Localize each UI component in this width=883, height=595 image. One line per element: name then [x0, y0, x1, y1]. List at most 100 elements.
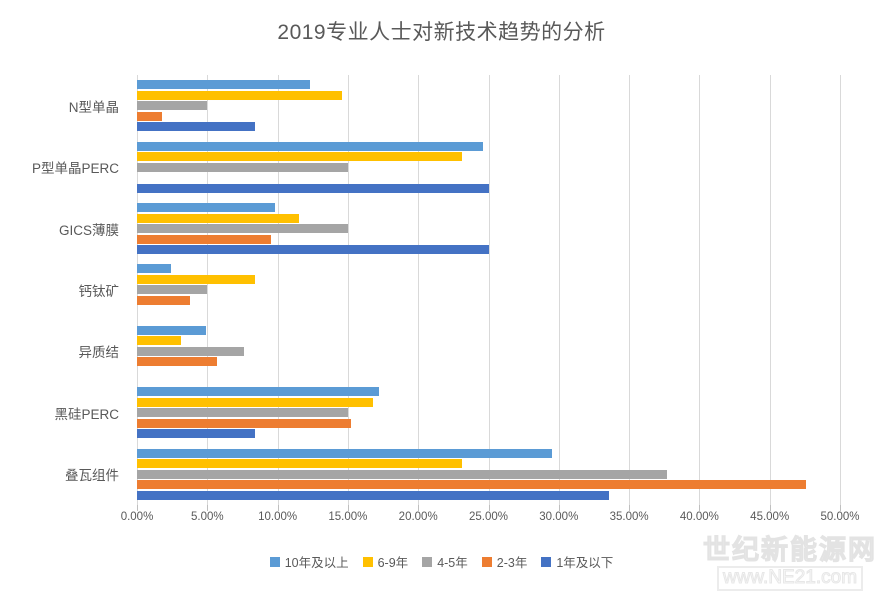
axis-tick [277, 505, 279, 511]
bar [137, 90, 343, 100]
category-label: 叠瓦组件 [65, 468, 119, 484]
bar [137, 264, 171, 274]
axis-tick [629, 505, 631, 511]
bar [137, 480, 807, 490]
bar [137, 234, 271, 244]
x-tick-label: 50.00% [820, 511, 860, 523]
axis-tick [558, 505, 560, 511]
category-label: GICS薄膜 [58, 222, 119, 238]
axis-tick [418, 505, 420, 511]
axis-tick [840, 505, 841, 511]
category-axis: N型单晶 P型单晶PERC GICS薄膜钙钛矿异质结黑硅PERC 叠瓦组件 [0, 75, 128, 505]
x-tick-label: 25.00% [468, 511, 509, 523]
category-label: N型单晶 [68, 99, 119, 115]
category-label: 钙钛矿 [78, 283, 120, 299]
legend-item: 6-9年 [362, 552, 409, 571]
category-row [137, 382, 840, 443]
watermark-site-url: www.NE21.com [716, 566, 864, 591]
bar [137, 448, 552, 458]
gridline [769, 75, 771, 505]
category-row [137, 259, 840, 320]
x-tick-label: 15.00% [328, 511, 368, 523]
bar-rows [137, 75, 840, 505]
x-tick-label: 40.00% [679, 511, 719, 523]
x-tick-label: 20.00% [398, 511, 438, 523]
axis-tick [137, 505, 138, 511]
bar [137, 203, 275, 213]
bar [137, 418, 351, 428]
watermark: 世纪新能源网 www.NE21.com [703, 534, 877, 591]
legend-label: 1年及以下 [556, 556, 614, 570]
legend-item: 10年及以上 [269, 552, 349, 571]
axis-tick [207, 505, 209, 511]
bar [137, 80, 310, 90]
bar [137, 346, 244, 356]
legend-label: 4-5年 [437, 556, 468, 570]
bar [137, 152, 462, 162]
bar [137, 429, 256, 439]
gridline [558, 75, 560, 505]
chart-title: 2019专业人士对新技术趋势的分析 [277, 21, 606, 44]
legend-swatch-icon [422, 556, 433, 567]
bar [137, 336, 181, 346]
gridline [488, 75, 490, 505]
bar [137, 274, 256, 284]
x-tick-label: 45.00% [750, 511, 790, 523]
category-row [137, 198, 840, 259]
bar [137, 469, 668, 479]
gridline [418, 75, 420, 505]
category-row [137, 444, 840, 505]
bar [137, 397, 374, 407]
bar [137, 141, 483, 151]
axis-tick [769, 505, 771, 511]
plot-area [137, 75, 841, 511]
axis-tick [347, 505, 349, 511]
watermark-site-name: 世纪新能源网 [703, 534, 877, 565]
gridline [347, 75, 349, 505]
bar [137, 387, 379, 397]
bar [137, 213, 299, 223]
axis-tick [699, 505, 701, 511]
legend-swatch-icon [362, 556, 373, 567]
category-row [137, 321, 840, 382]
legend: 10年及以上 6-9年 4-5年 2-3年 1年及以下 [0, 552, 883, 571]
bar [137, 325, 206, 335]
bar [137, 490, 610, 500]
category-row [137, 75, 840, 136]
legend-swatch-icon [269, 556, 280, 567]
x-tick-label: 5.00% [190, 511, 224, 523]
bar [137, 357, 218, 367]
category-label: 黑硅PERC [54, 406, 119, 422]
bar [137, 408, 348, 418]
gridline [277, 75, 279, 505]
legend-item: 1年及以下 [541, 552, 613, 571]
legend-label: 6-9年 [377, 556, 409, 570]
x-tick-label: 0.00% [120, 511, 154, 523]
category-label: 异质结 [78, 345, 120, 361]
legend-swatch-icon [481, 556, 492, 567]
bar [137, 101, 208, 111]
legend-item: 2-3年 [481, 552, 528, 571]
x-tick-label: 10.00% [258, 511, 298, 523]
legend-label: 10年及以上 [284, 556, 349, 570]
gridline [699, 75, 701, 505]
bar [137, 122, 256, 132]
bar [137, 162, 348, 172]
bar [137, 245, 489, 255]
category-row [137, 136, 840, 197]
bar [137, 459, 462, 469]
gridline [207, 75, 209, 505]
legend-item: 4-5年 [422, 552, 468, 571]
legend-swatch-icon [541, 556, 552, 567]
gridline [840, 75, 841, 505]
value-axis: 0.00% 5.00% 10.00% 15.00% 20.00% 25.00% 30.00%… [121, 511, 860, 527]
legend-label: 2-3年 [496, 556, 528, 570]
category-label: P型单晶PERC [31, 161, 119, 177]
axis-tick [488, 505, 490, 511]
bar [137, 295, 191, 305]
bar [137, 285, 208, 295]
bar [137, 183, 489, 193]
gridline [629, 75, 631, 505]
x-tick-label: 30.00% [539, 511, 579, 523]
